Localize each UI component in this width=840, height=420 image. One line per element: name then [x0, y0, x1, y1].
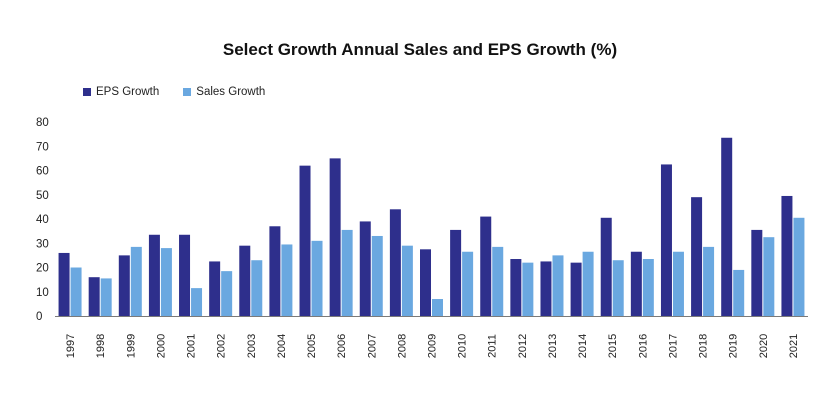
bar-eps-growth — [209, 261, 221, 316]
x-tick-label: 1998 — [95, 334, 107, 358]
bar-eps-growth — [118, 255, 130, 316]
bar-sales-growth — [432, 299, 443, 316]
bar-sales-growth — [672, 251, 684, 316]
x-tick-label: 2019 — [728, 334, 740, 358]
bar-eps-growth — [570, 262, 582, 316]
bar-eps-growth — [148, 234, 160, 316]
legend-item-sales: Sales Growth — [183, 86, 265, 98]
x-tick-label: 2010 — [457, 334, 469, 358]
y-tick-label: 40 — [36, 214, 49, 226]
bar-eps-growth — [389, 209, 401, 316]
bar-eps-growth — [329, 158, 341, 316]
bar-sales-growth — [341, 229, 353, 316]
bar-sales-growth — [160, 248, 172, 316]
bar-sales-growth — [793, 217, 805, 316]
bar-eps-growth — [58, 252, 70, 316]
x-tick-label: 2020 — [758, 334, 770, 358]
x-tick-label: 2011 — [487, 334, 499, 358]
bar-eps-growth — [510, 259, 522, 316]
bar-sales-growth — [733, 269, 745, 316]
x-tick-label: 2007 — [366, 334, 378, 358]
x-tick-label: 2004 — [276, 334, 288, 358]
bar-eps-growth — [299, 165, 311, 316]
bar-eps-growth — [450, 229, 462, 316]
bar-eps-growth — [359, 221, 371, 316]
bar-sales-growth — [70, 267, 82, 316]
bar-eps-growth — [600, 217, 612, 316]
x-tick-label: 2005 — [306, 334, 318, 358]
legend-label-eps: EPS Growth — [96, 86, 160, 98]
y-tick-label: 30 — [36, 238, 49, 250]
bar-eps-growth — [179, 234, 191, 316]
bar-eps-growth — [269, 226, 281, 316]
x-tick-label: 2009 — [427, 334, 439, 358]
bar-sales-growth — [251, 260, 263, 316]
y-tick-label: 80 — [36, 117, 49, 129]
x-tick-label: 2017 — [667, 334, 679, 358]
x-tick-label: 1997 — [65, 334, 77, 358]
x-tick-label: 2006 — [336, 334, 348, 358]
bar-sales-growth — [191, 288, 203, 316]
bar-sales-growth — [130, 246, 142, 316]
bar-eps-growth — [660, 164, 672, 316]
bar-eps-growth — [540, 261, 552, 316]
legend-swatch-sales — [183, 88, 192, 96]
x-tick-label: 2015 — [607, 334, 619, 358]
bar-sales-growth — [100, 278, 112, 316]
x-tick-label: 1999 — [125, 334, 137, 358]
bar-eps-growth — [420, 249, 431, 316]
bar-sales-growth — [642, 259, 654, 316]
chart-legend: EPS Growth Sales Growth — [83, 86, 289, 98]
x-tick-label: 2003 — [246, 334, 258, 358]
x-tick-label: 2012 — [517, 334, 529, 358]
legend-item-eps: EPS Growth — [83, 86, 159, 98]
bar-sales-growth — [582, 251, 594, 316]
bar-eps-growth — [721, 137, 733, 316]
y-tick-label: 50 — [36, 190, 49, 202]
bar-sales-growth — [311, 240, 323, 316]
x-tick-label: 2008 — [396, 334, 408, 358]
x-tick-label: 2021 — [788, 334, 800, 358]
y-tick-label: 10 — [36, 287, 49, 299]
bar-eps-growth — [239, 245, 251, 316]
bar-eps-growth — [781, 195, 793, 316]
x-tick-label: 2016 — [637, 334, 649, 358]
bar-eps-growth — [691, 197, 703, 316]
bar-eps-growth — [88, 277, 100, 316]
bar-sales-growth — [763, 237, 775, 316]
x-tick-label: 2013 — [547, 334, 559, 358]
y-tick-label: 20 — [36, 263, 49, 275]
bar-sales-growth — [281, 244, 293, 316]
chart-title: Select Growth Annual Sales and EPS Growt… — [222, 40, 618, 59]
legend-label-sales: Sales Growth — [196, 86, 266, 98]
bar-sales-growth — [703, 246, 715, 316]
bar-sales-growth — [522, 262, 534, 316]
y-tick-label: 70 — [36, 141, 49, 153]
y-tick-label: 60 — [36, 166, 49, 178]
x-tick-label: 2018 — [698, 334, 710, 358]
bar-sales-growth — [612, 260, 624, 316]
legend-swatch-eps — [83, 88, 91, 96]
bar-sales-growth — [221, 271, 233, 316]
bar-sales-growth — [492, 246, 504, 316]
x-tick-label: 2001 — [186, 334, 198, 358]
bar-sales-growth — [552, 255, 564, 316]
bar-eps-growth — [751, 229, 763, 316]
bar-sales-growth — [462, 251, 474, 316]
bar-eps-growth — [480, 216, 492, 316]
x-tick-label: 2000 — [155, 334, 167, 358]
bar-sales-growth — [401, 245, 413, 316]
x-tick-label: 2002 — [216, 334, 228, 358]
x-tick-label: 2014 — [577, 334, 589, 358]
bar-sales-growth — [371, 235, 383, 316]
bar-eps-growth — [630, 251, 642, 316]
y-tick-label: 0 — [36, 311, 42, 323]
